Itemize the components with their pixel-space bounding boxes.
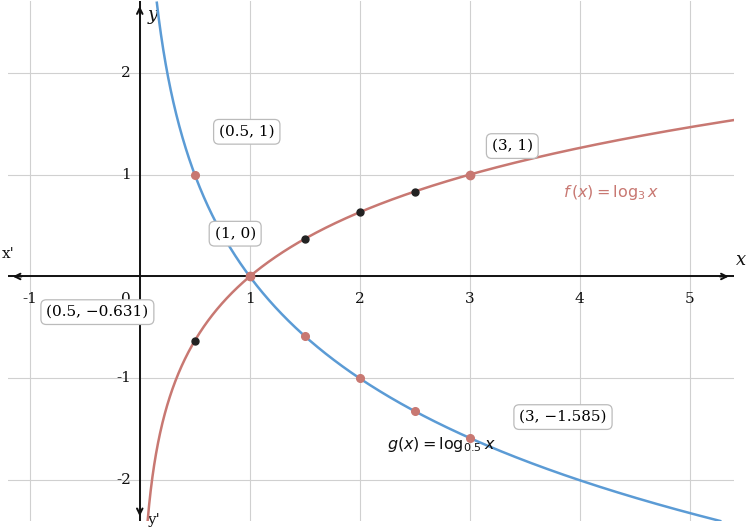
Text: (3, −1.585): (3, −1.585) xyxy=(519,410,607,424)
Text: 3: 3 xyxy=(465,292,474,306)
Text: (1, 0): (1, 0) xyxy=(214,227,255,241)
Text: -2: -2 xyxy=(116,473,131,487)
Text: $g(x) = \log_{0.5} x$: $g(x) = \log_{0.5} x$ xyxy=(387,435,496,454)
Text: 1: 1 xyxy=(245,292,255,306)
Text: -1: -1 xyxy=(22,292,37,306)
Text: y': y' xyxy=(147,513,160,527)
Text: 2: 2 xyxy=(121,66,131,80)
Text: 0: 0 xyxy=(121,292,131,306)
Text: x': x' xyxy=(1,247,14,261)
Text: (3, 1): (3, 1) xyxy=(492,139,533,153)
Text: 1: 1 xyxy=(121,167,131,182)
Text: x: x xyxy=(736,251,746,269)
Text: 2: 2 xyxy=(355,292,365,306)
Text: $f\,(x) = \log_3 x$: $f\,(x) = \log_3 x$ xyxy=(563,183,660,202)
Text: y: y xyxy=(147,6,158,24)
Text: 4: 4 xyxy=(575,292,585,306)
Text: 5: 5 xyxy=(685,292,695,306)
Text: (0.5, 1): (0.5, 1) xyxy=(219,125,275,139)
Text: (0.5, −0.631): (0.5, −0.631) xyxy=(46,305,149,319)
Text: -1: -1 xyxy=(116,372,131,385)
